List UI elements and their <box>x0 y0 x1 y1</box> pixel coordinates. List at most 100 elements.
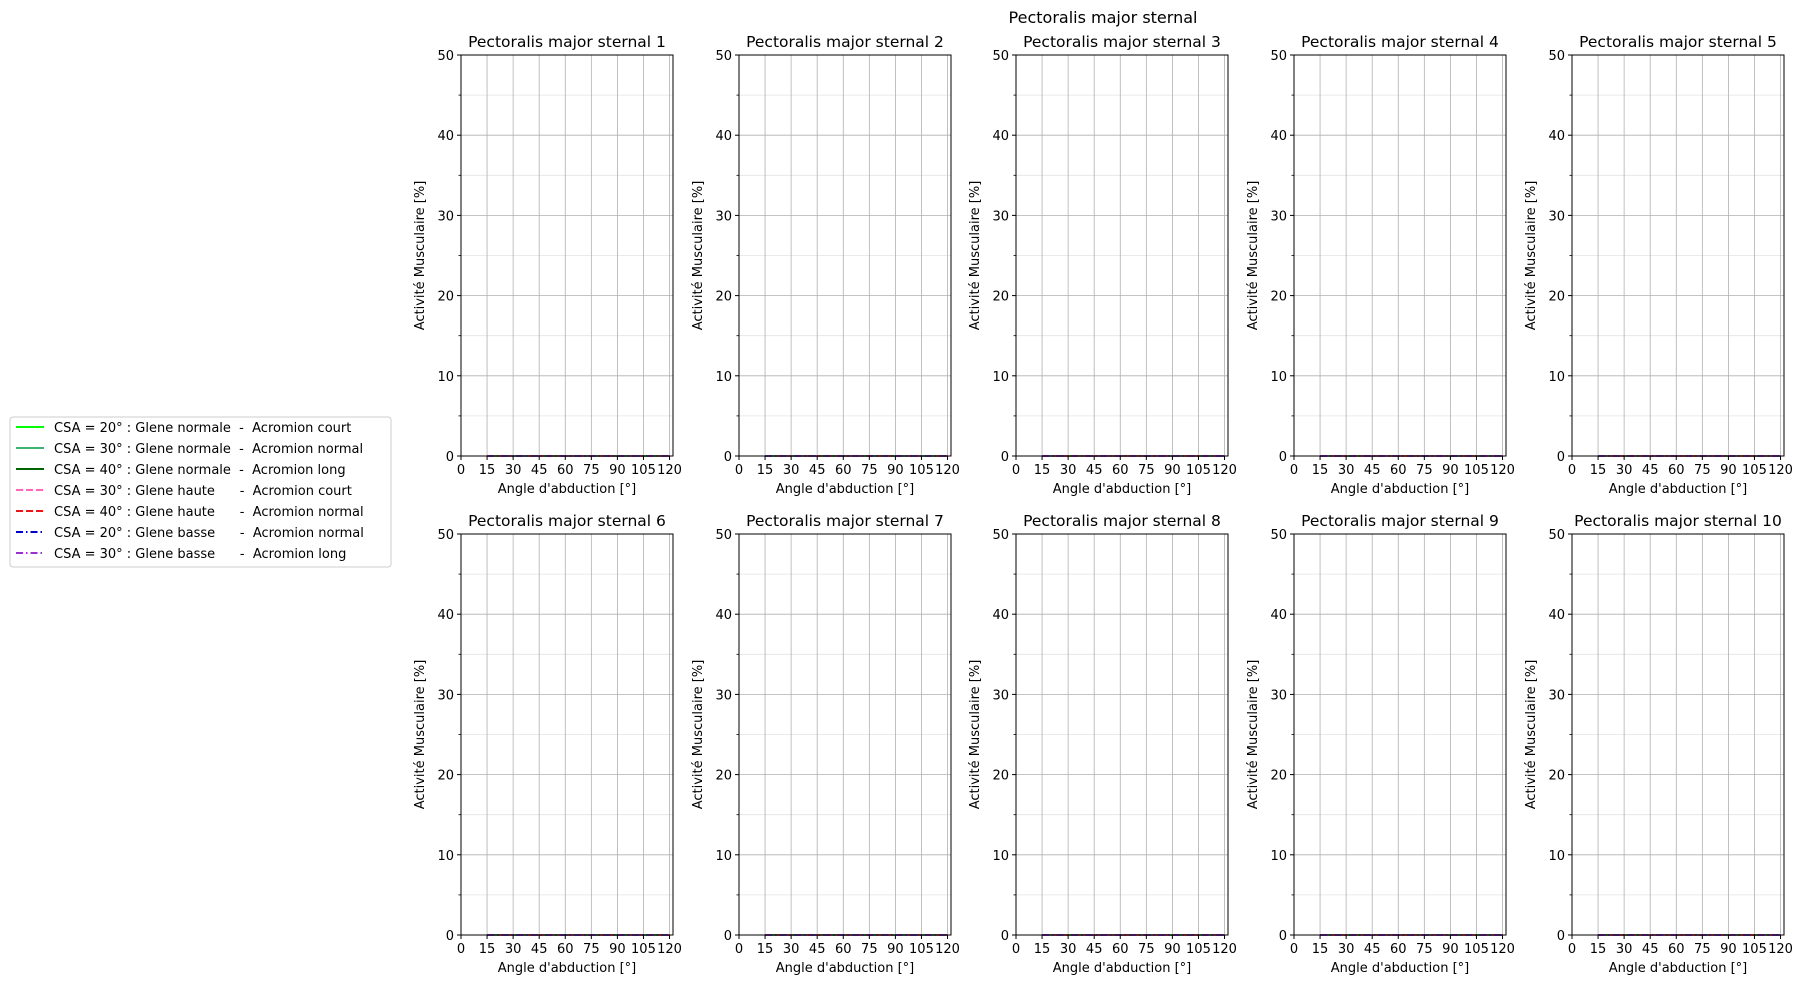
y-tick-label: 50 <box>437 49 454 64</box>
subplot-title: Pectoralis major sternal 3 <box>1023 33 1221 51</box>
x-tick-label: 75 <box>1416 463 1433 478</box>
y-axis-label: Activité Musculaire [%] <box>968 660 983 810</box>
y-tick-label: 50 <box>1270 49 1287 64</box>
x-tick-label: 90 <box>609 463 626 478</box>
y-tick-label: 10 <box>715 849 732 864</box>
x-tick-label: 45 <box>1364 463 1381 478</box>
y-tick-label: 0 <box>724 450 732 465</box>
x-tick-label: 60 <box>1390 942 1407 957</box>
y-tick-label: 40 <box>437 608 454 623</box>
x-tick-label: 120 <box>935 463 960 478</box>
legend-item-3: CSA = 40° : Glene normale - Acromion lon… <box>16 463 346 478</box>
y-tick-label: 10 <box>1270 370 1287 385</box>
x-tick-label: 90 <box>887 463 904 478</box>
y-tick-label: 0 <box>1001 929 1009 944</box>
x-tick-label: 90 <box>1164 463 1181 478</box>
y-tick-label: 20 <box>715 769 732 784</box>
y-tick-label: 20 <box>992 769 1009 784</box>
y-tick-label: 50 <box>992 528 1009 543</box>
x-tick-label: 0 <box>735 942 743 957</box>
x-tick-label: 75 <box>861 942 878 957</box>
x-tick-label: 45 <box>809 942 826 957</box>
y-tick-label: 0 <box>446 929 454 944</box>
y-tick-label: 30 <box>1270 209 1287 224</box>
x-tick-label: 75 <box>583 463 600 478</box>
x-axis-label: Angle d'abduction [°] <box>776 482 915 497</box>
y-tick-label: 10 <box>437 849 454 864</box>
x-tick-label: 75 <box>1694 942 1711 957</box>
x-tick-label: 45 <box>1642 463 1659 478</box>
subplot-5: 0 10 20 30 40 50 0 15 30 45 60 75 90 105 120 Pectoralis… <box>1524 33 1793 497</box>
y-tick-label: 10 <box>1548 849 1565 864</box>
subplot-title: Pectoralis major sternal 8 <box>1023 512 1221 530</box>
y-tick-label: 30 <box>715 209 732 224</box>
x-axis-label: Angle d'abduction [°] <box>1331 961 1470 976</box>
x-tick-label: 0 <box>457 942 465 957</box>
subplot-title: Pectoralis major sternal 7 <box>746 512 944 530</box>
y-tick-label: 40 <box>715 608 732 623</box>
subplot-title: Pectoralis major sternal 1 <box>468 33 666 51</box>
y-tick-label: 50 <box>437 528 454 543</box>
x-tick-label: 75 <box>583 942 600 957</box>
subplot-title: Pectoralis major sternal 6 <box>468 512 666 530</box>
legend-item-label: CSA = 20° : Glene basse - Acromion norma… <box>54 526 364 541</box>
y-axis-label: Activité Musculaire [%] <box>691 660 706 810</box>
x-tick-label: 30 <box>783 942 800 957</box>
x-tick-label: 105 <box>631 942 656 957</box>
legend-item-label: CSA = 30° : Glene normale - Acromion nor… <box>54 442 363 457</box>
y-tick-label: 40 <box>1548 608 1565 623</box>
y-tick-label: 0 <box>1557 450 1565 465</box>
y-tick-label: 40 <box>992 608 1009 623</box>
y-tick-label: 30 <box>437 209 454 224</box>
x-tick-label: 120 <box>1212 942 1237 957</box>
x-tick-label: 60 <box>557 463 574 478</box>
subplot-title: Pectoralis major sternal 5 <box>1579 33 1777 51</box>
x-tick-label: 105 <box>1186 942 1211 957</box>
x-axis-label: Angle d'abduction [°] <box>1053 961 1192 976</box>
x-tick-label: 60 <box>835 463 852 478</box>
subplot-title: Pectoralis major sternal 9 <box>1301 512 1499 530</box>
y-tick-label: 50 <box>1548 49 1565 64</box>
y-tick-label: 20 <box>1270 290 1287 305</box>
subplot-2: 0 10 20 30 40 50 0 15 30 45 60 75 90 105 120 Pectoralis… <box>691 33 960 497</box>
y-tick-label: 10 <box>1548 370 1565 385</box>
x-tick-label: 30 <box>1060 942 1077 957</box>
y-tick-label: 10 <box>715 370 732 385</box>
x-tick-label: 60 <box>557 942 574 957</box>
x-tick-label: 120 <box>657 942 682 957</box>
x-tick-label: 15 <box>1590 942 1607 957</box>
y-tick-label: 40 <box>715 129 732 144</box>
x-axis-label: Angle d'abduction [°] <box>776 961 915 976</box>
subplot-title: Pectoralis major sternal 2 <box>746 33 944 51</box>
x-tick-label: 120 <box>1212 463 1237 478</box>
y-tick-label: 50 <box>1270 528 1287 543</box>
legend-item-7: CSA = 30° : Glene basse - Acromion long <box>16 547 346 562</box>
y-axis-label: Activité Musculaire [%] <box>1246 181 1261 331</box>
x-axis-label: Angle d'abduction [°] <box>1053 482 1192 497</box>
y-tick-label: 50 <box>1548 528 1565 543</box>
x-tick-label: 0 <box>1568 942 1576 957</box>
y-axis-label: Activité Musculaire [%] <box>413 660 428 810</box>
subplot-3: 0 10 20 30 40 50 0 15 30 45 60 75 90 105 120 Pectoralis… <box>968 33 1237 497</box>
y-tick-label: 0 <box>1279 929 1287 944</box>
x-tick-label: 0 <box>1012 463 1020 478</box>
x-tick-label: 15 <box>1590 463 1607 478</box>
x-tick-label: 30 <box>1338 942 1355 957</box>
x-tick-label: 30 <box>1338 463 1355 478</box>
y-tick-label: 50 <box>715 528 732 543</box>
y-tick-label: 0 <box>1001 450 1009 465</box>
x-axis-label: Angle d'abduction [°] <box>498 961 637 976</box>
subplot-6: 0 10 20 30 40 50 0 15 30 45 60 75 90 105 120 Pectoralis… <box>413 512 682 976</box>
y-tick-label: 20 <box>437 769 454 784</box>
x-tick-label: 120 <box>1490 942 1515 957</box>
x-tick-label: 30 <box>1616 463 1633 478</box>
x-tick-label: 15 <box>757 942 774 957</box>
x-tick-label: 105 <box>1464 463 1489 478</box>
y-tick-label: 10 <box>992 370 1009 385</box>
legend-item-2: CSA = 30° : Glene normale - Acromion nor… <box>16 442 363 457</box>
y-tick-label: 20 <box>1270 769 1287 784</box>
x-tick-label: 75 <box>1138 463 1155 478</box>
legend: CSA = 20° : Glene normale - Acromion cou… <box>9 416 392 568</box>
y-tick-label: 10 <box>1270 849 1287 864</box>
